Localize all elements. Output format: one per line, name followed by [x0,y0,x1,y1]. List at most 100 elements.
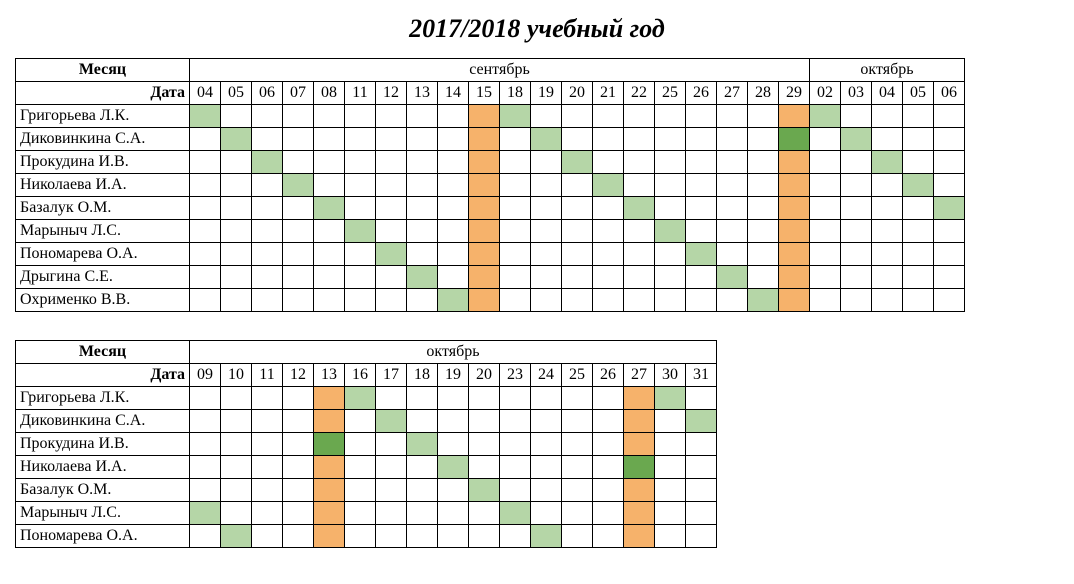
date-header: 19 [438,364,469,387]
schedule-cell [562,525,593,548]
schedule-cell [593,151,624,174]
schedule-cell [872,105,903,128]
schedule-cell [810,289,841,312]
date-header: 13 [407,82,438,105]
schedule-cell [252,387,283,410]
date-header: 10 [221,364,252,387]
schedule-cell [407,243,438,266]
schedule-cell [407,174,438,197]
schedule-cell [655,151,686,174]
schedule-cell [407,387,438,410]
schedule-cell [221,410,252,433]
schedule-cell [314,456,345,479]
schedule-cell [252,243,283,266]
schedule-cell [190,479,221,502]
schedule-cell [190,220,221,243]
schedule-cell [221,105,252,128]
schedule-cell [562,387,593,410]
schedule-cell [655,289,686,312]
schedule-cell [190,105,221,128]
schedule-cell [810,174,841,197]
schedule-cell [500,456,531,479]
schedule-cell [500,128,531,151]
schedule-cell [655,266,686,289]
schedule-cell [252,456,283,479]
date-header: 27 [624,364,655,387]
schedule-cell [376,479,407,502]
schedule-cell [593,128,624,151]
schedule-cell [438,174,469,197]
schedule-cell [624,128,655,151]
schedule-cell [748,243,779,266]
schedule-cell [500,387,531,410]
schedule-cell [190,410,221,433]
table-row: Базалук О.М. [16,197,965,220]
date-header: 04 [872,82,903,105]
schedule-cell [655,174,686,197]
schedule-cell [593,502,624,525]
schedule-cell [500,197,531,220]
schedule-cell [841,105,872,128]
schedule-cell [531,502,562,525]
date-header: 17 [376,364,407,387]
schedule-cell [593,456,624,479]
schedule-cell [624,525,655,548]
date-header: 04 [190,82,221,105]
schedule-cell [283,387,314,410]
date-header: 21 [593,82,624,105]
schedule-cell [314,387,345,410]
schedule-cell [717,243,748,266]
schedule-cell [531,456,562,479]
schedule-cell [376,128,407,151]
date-label: Дата [16,82,190,105]
schedule-cell [314,243,345,266]
table-row: Базалук О.М. [16,479,717,502]
schedule-cell [190,197,221,220]
schedule-cell [500,502,531,525]
schedule-cell [717,289,748,312]
date-header: 25 [562,364,593,387]
schedule-cell [438,289,469,312]
schedule-cell [314,479,345,502]
schedule-cell [190,502,221,525]
date-header: 25 [655,82,686,105]
schedule-cell [469,128,500,151]
schedule-cell [779,289,810,312]
schedule-cell [624,289,655,312]
date-header: 19 [531,82,562,105]
schedule-cell [407,266,438,289]
schedule-cell [407,525,438,548]
date-header: 11 [345,82,376,105]
person-name: Пономарева О.А. [16,525,190,548]
schedule-cell [624,410,655,433]
date-header: 18 [500,82,531,105]
schedule-cell [438,128,469,151]
schedule-cell [190,151,221,174]
schedule-cell [686,433,717,456]
schedule-cell [221,289,252,312]
schedule-cell [407,220,438,243]
schedule-cell [841,220,872,243]
schedule-cell [469,243,500,266]
schedule-cell [872,174,903,197]
schedule-cell [469,174,500,197]
schedule-cell [345,289,376,312]
schedule-cell [376,197,407,220]
schedule-cell [283,479,314,502]
schedule-cell [562,151,593,174]
schedule-cell [283,456,314,479]
schedule-cell [376,502,407,525]
schedule-cell [345,174,376,197]
schedule-cell [531,174,562,197]
person-name: Диковинкина С.А. [16,410,190,433]
schedule-cell [903,243,934,266]
schedule-cell [190,387,221,410]
schedule-cell [624,174,655,197]
schedule-cell [438,410,469,433]
schedule-cell [500,151,531,174]
schedule-cell [500,243,531,266]
schedule-cell [221,128,252,151]
schedule-cell [624,456,655,479]
schedule-cell [407,197,438,220]
schedule-cell [221,220,252,243]
